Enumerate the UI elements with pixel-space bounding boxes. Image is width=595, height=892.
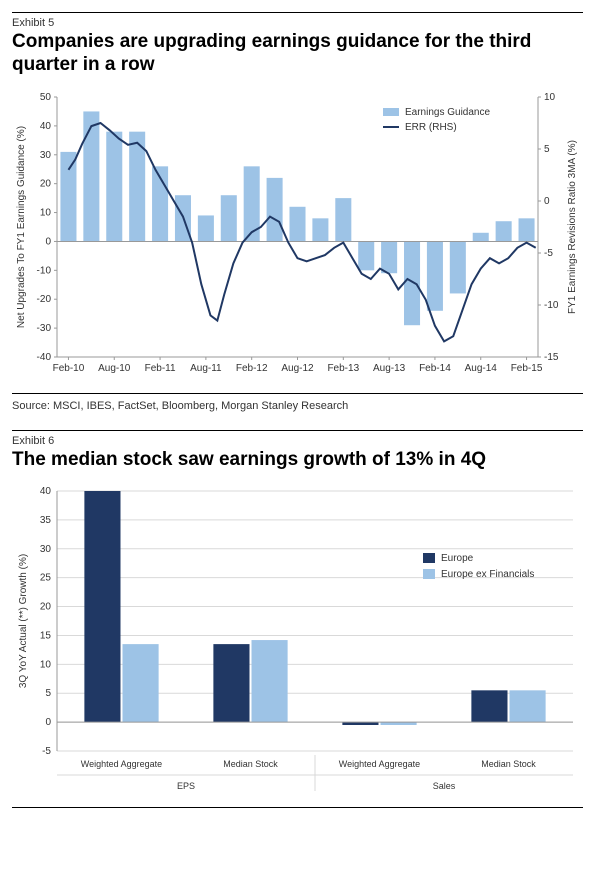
svg-text:0: 0	[45, 236, 51, 247]
bar	[213, 645, 249, 723]
bar	[335, 198, 351, 241]
svg-text:10: 10	[544, 92, 556, 103]
svg-text:Aug-13: Aug-13	[373, 363, 406, 374]
svg-text:Aug-10: Aug-10	[98, 363, 131, 374]
svg-text:Aug-14: Aug-14	[465, 363, 498, 374]
legend-bars: Earnings Guidance	[405, 107, 490, 118]
svg-text:0: 0	[544, 196, 550, 207]
svg-text:-15: -15	[544, 352, 559, 363]
svg-text:35: 35	[40, 515, 52, 526]
bar	[519, 218, 535, 241]
svg-text:25: 25	[40, 573, 52, 584]
bar	[473, 232, 489, 241]
svg-text:0: 0	[45, 718, 51, 729]
exhibit5-label: Exhibit 5	[12, 12, 583, 29]
svg-text:15: 15	[40, 631, 52, 642]
svg-text:20: 20	[40, 602, 52, 613]
svg-text:FY1 Earnings Revisions Ratio 3: FY1 Earnings Revisions Ratio 3MA (%)	[567, 140, 578, 314]
svg-text:Feb-12: Feb-12	[236, 363, 268, 374]
svg-text:3Q YoY Actual (**) Growth (%): 3Q YoY Actual (**) Growth (%)	[18, 554, 29, 688]
bar	[252, 640, 288, 722]
svg-text:50: 50	[40, 92, 52, 103]
svg-text:30: 30	[40, 544, 52, 555]
category-label: Weighted Aggregate	[81, 759, 162, 769]
bar	[312, 218, 328, 241]
svg-text:-20: -20	[37, 294, 52, 305]
bar	[198, 215, 214, 241]
group-label: EPS	[177, 781, 195, 791]
bar	[510, 691, 546, 723]
group-label: Sales	[433, 781, 456, 791]
svg-text:-10: -10	[544, 300, 559, 311]
svg-text:Feb-13: Feb-13	[327, 363, 359, 374]
svg-text:10: 10	[40, 207, 52, 218]
bar	[496, 221, 512, 241]
svg-text:Aug-12: Aug-12	[281, 363, 314, 374]
bar	[267, 177, 283, 241]
bar	[106, 131, 122, 241]
exhibit6-title: The median stock saw earnings growth of …	[12, 449, 583, 472]
svg-text:Feb-14: Feb-14	[419, 363, 451, 374]
svg-text:-5: -5	[544, 248, 553, 259]
svg-text:Net Upgrades To FY1 Earnings G: Net Upgrades To FY1 Earnings Guidance (%…	[16, 126, 27, 328]
svg-text:30: 30	[40, 149, 52, 160]
legend-series: Europe ex Financials	[441, 569, 534, 580]
bar	[450, 241, 466, 293]
legend-series: Europe	[441, 553, 474, 564]
bar	[427, 241, 443, 310]
category-label: Weighted Aggregate	[339, 759, 420, 769]
bar	[471, 691, 507, 723]
bar	[381, 241, 397, 273]
svg-text:10: 10	[40, 660, 52, 671]
legend-line: ERR (RHS)	[405, 122, 457, 133]
bar	[60, 151, 76, 241]
svg-text:-5: -5	[42, 746, 51, 757]
svg-text:-10: -10	[37, 265, 52, 276]
svg-text:-40: -40	[37, 352, 52, 363]
svg-text:20: 20	[40, 178, 52, 189]
bar	[404, 241, 420, 325]
svg-text:Feb-15: Feb-15	[511, 363, 543, 374]
bar	[123, 645, 159, 723]
exhibit6-label: Exhibit 6	[12, 430, 583, 447]
exhibit5-source: Source: MSCI, IBES, FactSet, Bloomberg, …	[12, 400, 583, 412]
bar	[83, 111, 99, 241]
svg-text:Feb-10: Feb-10	[53, 363, 85, 374]
category-label: Median Stock	[223, 759, 278, 769]
svg-text:40: 40	[40, 120, 52, 131]
svg-text:-30: -30	[37, 323, 52, 334]
bar	[358, 241, 374, 270]
bar	[221, 195, 237, 241]
bar	[84, 491, 120, 722]
bar	[244, 166, 260, 241]
svg-text:Feb-11: Feb-11	[145, 363, 176, 374]
bar	[289, 206, 305, 241]
exhibit5-chart: -40 -30 -20 -10 0 10 20 30 40 50 -15 -10 -5 0 5 10 Feb-1…	[12, 87, 583, 394]
svg-text:5: 5	[45, 689, 51, 700]
svg-text:Aug-11: Aug-11	[190, 363, 222, 374]
svg-text:5: 5	[544, 144, 550, 155]
exhibit6-chart: -5 0 5 10 15 20 25 30 35 40 Weighted Aggregate Medi…	[12, 481, 583, 808]
category-label: Median Stock	[481, 759, 536, 769]
exhibit5-title: Companies are upgrading earnings guidanc…	[12, 31, 583, 77]
svg-text:40: 40	[40, 486, 52, 497]
